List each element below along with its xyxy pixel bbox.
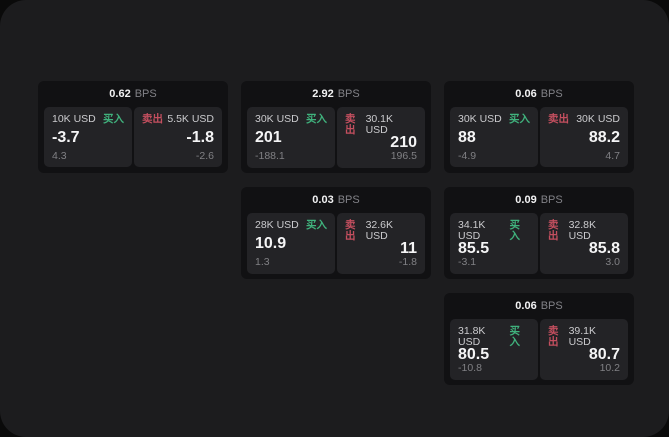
buy-button[interactable]: 买入 [103,113,124,125]
buy-price: 80.5 [458,346,490,363]
sell-amount: 32.8K USD [568,219,597,242]
quote-card-5: 0.09 BPS 34.1K USD 买入 85.5 -3.1 卖出 32.8K… [444,187,634,279]
sell-panel[interactable]: 卖出 39.1K USD 80.7 10.2 [540,319,628,380]
sell-button[interactable]: 卖出 [345,113,356,136]
sell-delta: 3.0 [605,256,620,268]
sell-price: 11 [400,240,417,257]
card-header: 0.06 BPS [444,293,634,319]
sell-button[interactable]: 卖出 [345,219,356,242]
buy-price: 85.5 [458,240,490,257]
buy-delta: 4.3 [52,149,67,162]
sell-price: 80.7 [588,346,620,363]
bps-unit-label: BPS [540,88,563,100]
sell-amount: 30K USD [576,113,620,125]
sell-button[interactable]: 卖出 [548,325,559,348]
bps-unit-label: BPS [337,88,360,100]
buy-delta: -3.1 [458,256,477,268]
sell-delta: -1.8 [398,256,417,268]
bps-spread-value: 0.06 [515,88,537,100]
bps-unit-label: BPS [337,194,360,206]
buy-delta: -10.8 [458,362,482,374]
buy-button[interactable]: 买入 [306,113,327,125]
sell-panel[interactable]: 卖出 30K USD 88.2 4.7 [540,107,628,167]
bps-spread-value: 2.92 [312,88,334,100]
buy-amount: 10K USD [52,113,96,125]
buy-amount: 31.8K USD [458,325,486,348]
quote-card-4: 0.03 BPS 28K USD 买入 10.9 1.3 卖出 32.6K US… [241,187,431,279]
quote-panels: 10K USD 买入 -3.7 4.3 卖出 5.5K USD -1.8 -2.… [38,107,228,173]
quote-cards-grid: 0.62 BPS 10K USD 买入 -3.7 4.3 卖出 5.5K USD [38,81,634,385]
sell-panel[interactable]: 卖出 5.5K USD -1.8 -2.6 [134,107,222,167]
sell-delta: -2.6 [195,149,214,162]
buy-panel[interactable]: 31.8K USD 买入 80.5 -10.8 [450,319,538,380]
buy-button[interactable]: 买入 [509,219,520,242]
quote-panels: 30K USD 买入 201 -188.1 卖出 30.1K USD 210 1… [241,107,431,174]
buy-button[interactable]: 买入 [509,113,530,125]
bps-spread-value: 0.03 [312,194,334,206]
sell-panel[interactable]: 卖出 30.1K USD 210 196.5 [337,107,425,168]
card-header: 0.06 BPS [444,81,634,107]
buy-price: 201 [255,128,282,146]
quote-panels: 34.1K USD 买入 85.5 -3.1 卖出 32.8K USD 85.8… [444,213,634,280]
buy-price: 10.9 [255,234,287,252]
buy-panel[interactable]: 10K USD 买入 -3.7 4.3 [44,107,132,167]
bps-spread-value: 0.62 [109,88,131,100]
buy-button[interactable]: 买入 [306,219,327,231]
sell-price: 85.8 [588,240,620,257]
sell-button[interactable]: 卖出 [548,219,559,242]
buy-delta: -188.1 [255,150,285,162]
sell-delta: 196.5 [390,150,417,162]
quote-panels: 30K USD 买入 88 -4.9 卖出 30K USD 88.2 4.7 [444,107,634,173]
sell-amount: 5.5K USD [167,113,214,125]
quote-panels: 28K USD 买入 10.9 1.3 卖出 32.6K USD 11 -1.8 [241,213,431,280]
sell-amount: 30.1K USD [365,113,394,136]
quote-card-1: 0.62 BPS 10K USD 买入 -3.7 4.3 卖出 5.5K USD [38,81,228,173]
bps-unit-label: BPS [540,194,563,206]
buy-amount: 30K USD [458,113,502,125]
sell-button[interactable]: 卖出 [548,113,569,125]
sell-panel[interactable]: 卖出 32.6K USD 11 -1.8 [337,213,425,274]
card-header: 0.62 BPS [38,81,228,107]
quote-card-3: 0.06 BPS 30K USD 买入 88 -4.9 卖出 30K USD [444,81,634,173]
quote-card-6: 0.06 BPS 31.8K USD 买入 80.5 -10.8 卖出 39.1… [444,293,634,385]
buy-delta: -4.9 [458,149,477,162]
sell-delta: 10.2 [599,362,620,374]
sell-price: 88.2 [588,128,620,146]
sell-amount: 32.6K USD [365,219,394,242]
card-header: 2.92 BPS [241,81,431,107]
buy-amount: 28K USD [255,219,299,231]
sell-price: 210 [390,134,417,151]
buy-panel[interactable]: 34.1K USD 买入 85.5 -3.1 [450,213,538,274]
buy-delta: 1.3 [255,256,270,268]
buy-price: 88 [458,128,476,146]
sell-panel[interactable]: 卖出 32.8K USD 85.8 3.0 [540,213,628,274]
buy-panel[interactable]: 30K USD 买入 201 -188.1 [247,107,335,168]
sell-price: -1.8 [186,128,214,146]
buy-amount: 30K USD [255,113,299,125]
bps-unit-label: BPS [540,300,563,312]
buy-button[interactable]: 买入 [509,325,520,348]
buy-panel[interactable]: 28K USD 买入 10.9 1.3 [247,213,335,274]
sell-delta: 4.7 [605,149,620,162]
buy-panel[interactable]: 30K USD 买入 88 -4.9 [450,107,538,167]
bps-spread-value: 0.09 [515,194,537,206]
sell-amount: 39.1K USD [568,325,597,348]
buy-price: -3.7 [52,128,80,146]
bps-spread-value: 0.06 [515,300,537,312]
quote-card-2: 2.92 BPS 30K USD 买入 201 -188.1 卖出 30.1K … [241,81,431,173]
bps-unit-label: BPS [134,88,157,100]
sell-button[interactable]: 卖出 [142,113,163,125]
quote-panels: 31.8K USD 买入 80.5 -10.8 卖出 39.1K USD 80.… [444,319,634,386]
card-header: 0.09 BPS [444,187,634,213]
card-header: 0.03 BPS [241,187,431,213]
buy-amount: 34.1K USD [458,219,486,242]
